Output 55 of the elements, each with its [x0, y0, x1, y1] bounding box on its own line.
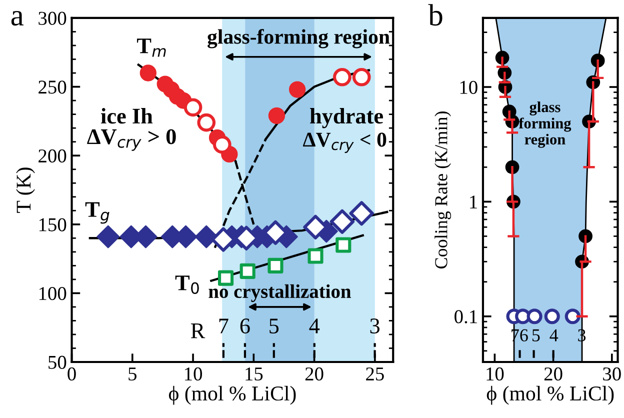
point	[218, 270, 234, 286]
text: a	[11, 10, 24, 26]
x-tick-label: 10	[486, 367, 504, 381]
x-tick-label: 15	[246, 368, 263, 381]
point	[96, 225, 120, 248]
y-axis-title: Cooling Rate (K/min)	[434, 112, 452, 268]
y-axis-title: T (K)	[16, 168, 35, 213]
x-tick-label: 20	[305, 367, 324, 381]
point	[288, 81, 306, 98]
annotation: 5	[270, 318, 279, 334]
point	[194, 225, 218, 248]
x-tick-label: 10	[185, 367, 202, 381]
y-tick-label: 250	[38, 80, 66, 94]
text: b	[428, 4, 442, 26]
point	[330, 209, 355, 234]
annotation: T$_{0}$	[175, 276, 199, 294]
point	[308, 248, 324, 264]
annotation: ΔV$_{cry}$ < 0	[303, 132, 386, 153]
annotation: 5	[532, 329, 540, 342]
y-tick-label: 0.1	[454, 310, 477, 324]
point	[268, 258, 284, 274]
x-tick-label: 5	[128, 368, 136, 381]
x-axis-title: ϕ (mol % LiCl)	[168, 386, 296, 405]
point	[268, 107, 286, 124]
x-axis-title: ϕ (mol % LiCl)	[486, 386, 614, 405]
x-tick-label: 20	[544, 367, 562, 381]
x-tick-label: 30	[603, 367, 621, 381]
point	[240, 263, 256, 279]
annotation: 4	[550, 329, 558, 342]
annotation: ΔV$_{cry}$ > 0	[87, 129, 176, 151]
annotation: hydrate	[310, 108, 383, 128]
annotation: 4	[309, 318, 320, 334]
annotation: 6	[240, 318, 250, 334]
point	[140, 64, 156, 82]
annotation: T$_{m}$	[137, 38, 166, 57]
annotation: 6	[520, 329, 528, 342]
y-tick-label: 10	[460, 80, 478, 94]
annotation: 3	[370, 318, 380, 334]
annotation: 7	[219, 318, 228, 334]
y-tick-label: 300	[38, 12, 66, 25]
annotation: glass forming region	[518, 101, 572, 148]
y-tick-label: 200	[38, 149, 66, 163]
annotation: R	[190, 324, 206, 338]
y-tick-label: 1	[470, 196, 477, 208]
band-label: no crystallization	[208, 284, 351, 302]
y-tick-label: 50	[48, 356, 66, 369]
y-tick-label: 150	[39, 218, 66, 232]
x-tick-label: 25	[366, 367, 384, 381]
band-label: glass-forming region	[208, 28, 390, 48]
point	[336, 237, 352, 253]
y-tick-label: 100	[39, 287, 66, 300]
annotation: T$_{g}$	[85, 202, 110, 224]
x-tick-label: 0	[68, 367, 76, 381]
annotation: ice Ih	[100, 108, 153, 124]
point	[349, 201, 374, 226]
